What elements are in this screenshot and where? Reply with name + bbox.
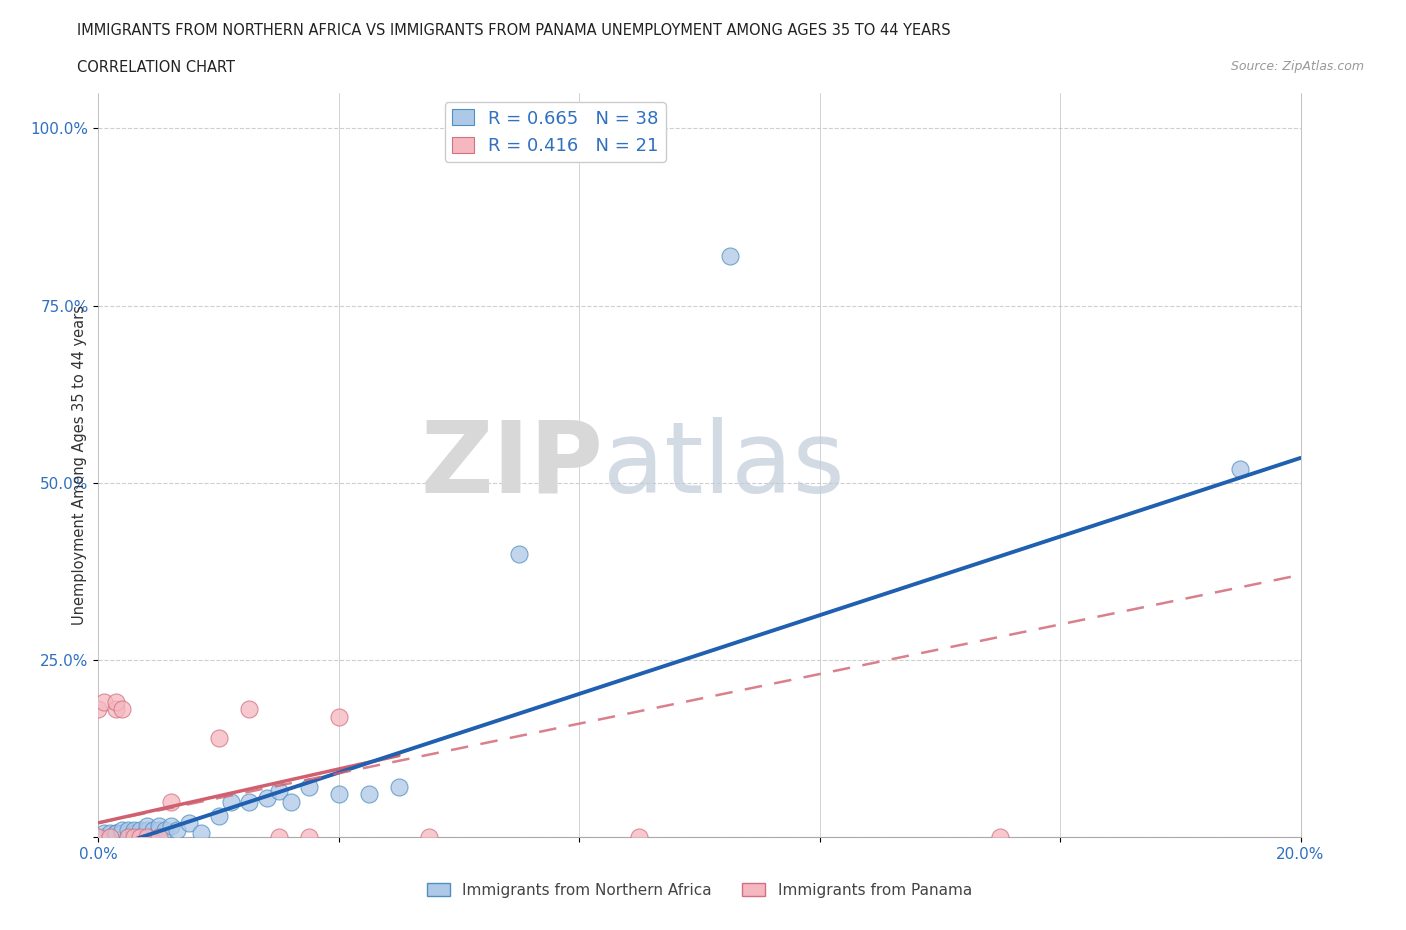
Point xyxy=(93,826,115,841)
Point xyxy=(111,826,134,841)
Point xyxy=(105,695,128,710)
Point xyxy=(298,830,321,844)
Point xyxy=(328,787,350,802)
Text: Source: ZipAtlas.com: Source: ZipAtlas.com xyxy=(1230,60,1364,73)
Point xyxy=(219,794,242,809)
Legend: Immigrants from Northern Africa, Immigrants from Panama: Immigrants from Northern Africa, Immigra… xyxy=(420,876,979,904)
Point xyxy=(159,819,181,834)
Point xyxy=(280,794,302,809)
Text: IMMIGRANTS FROM NORTHERN AFRICA VS IMMIGRANTS FROM PANAMA UNEMPLOYMENT AMONG AGE: IMMIGRANTS FROM NORTHERN AFRICA VS IMMIG… xyxy=(77,23,950,38)
Point xyxy=(177,816,200,830)
Point xyxy=(100,830,122,844)
Point xyxy=(117,822,139,837)
Point xyxy=(87,702,110,717)
Text: atlas: atlas xyxy=(603,417,845,513)
Point xyxy=(124,830,146,844)
Point xyxy=(159,794,181,809)
Point xyxy=(141,822,163,837)
Point xyxy=(628,830,651,844)
Point xyxy=(166,822,188,837)
Point xyxy=(105,826,128,841)
Point xyxy=(124,826,146,841)
Point xyxy=(718,248,741,263)
Point xyxy=(208,730,231,745)
Y-axis label: Unemployment Among Ages 35 to 44 years: Unemployment Among Ages 35 to 44 years xyxy=(72,305,87,625)
Point xyxy=(190,826,212,841)
Point xyxy=(129,822,152,837)
Point xyxy=(93,695,115,710)
Point xyxy=(388,780,411,795)
Point xyxy=(148,830,170,844)
Point xyxy=(238,702,260,717)
Point xyxy=(105,702,128,717)
Point xyxy=(267,830,290,844)
Point xyxy=(135,830,157,844)
Point xyxy=(111,822,134,837)
Point xyxy=(135,819,157,834)
Point xyxy=(129,830,152,844)
Point xyxy=(105,826,128,841)
Point xyxy=(87,830,110,844)
Point xyxy=(418,830,440,844)
Point xyxy=(148,822,170,837)
Point xyxy=(93,830,115,844)
Point xyxy=(100,826,122,841)
Point xyxy=(87,830,110,844)
Point xyxy=(153,822,176,837)
Point xyxy=(988,830,1011,844)
Point xyxy=(328,709,350,724)
Point xyxy=(111,702,134,717)
Point xyxy=(298,780,321,795)
Point xyxy=(148,819,170,834)
Point xyxy=(117,830,139,844)
Point xyxy=(208,808,231,823)
Point xyxy=(238,794,260,809)
Point xyxy=(124,822,146,837)
Point xyxy=(357,787,380,802)
Point xyxy=(1229,461,1251,476)
Point xyxy=(100,830,122,844)
Point xyxy=(135,822,157,837)
Point xyxy=(508,546,530,561)
Point xyxy=(117,830,139,844)
Text: CORRELATION CHART: CORRELATION CHART xyxy=(77,60,235,75)
Text: ZIP: ZIP xyxy=(420,417,603,513)
Point xyxy=(129,830,152,844)
Point xyxy=(256,790,278,805)
Point xyxy=(267,783,290,798)
